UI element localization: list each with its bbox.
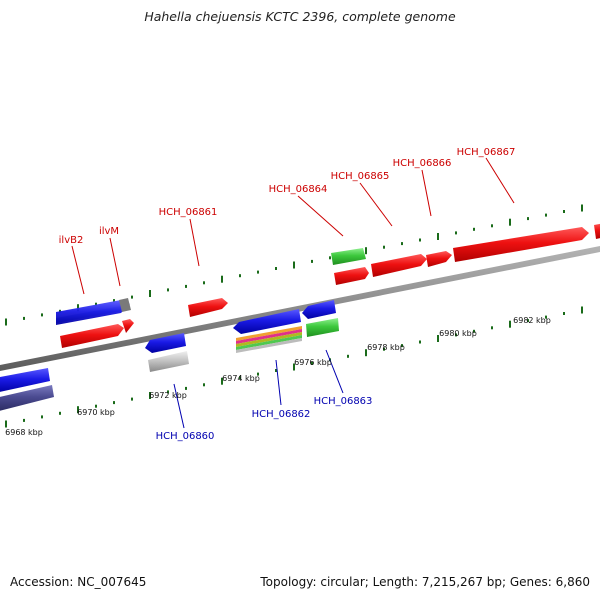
leader-line-HCH-06864 [297, 195, 344, 237]
gene-HCH-06862-arrow[interactable] [233, 309, 301, 334]
leader-line-HCH-06860 [173, 383, 185, 429]
gene-label-HCH-06864[interactable]: HCH_06864 [269, 184, 328, 195]
leader-line-HCH-06866 [421, 169, 432, 217]
gene-label-HCH-06860[interactable]: HCH_06860 [156, 431, 215, 442]
scale-label-6970-kbp: 6970 kbp [77, 408, 115, 417]
leader-line-ilvM [109, 237, 121, 287]
genome-backbone [0, 245, 600, 372]
gene-HCH-06862-rna-stack-grey[interactable] [236, 338, 302, 353]
accession-text: Accession: NC_007645 [10, 575, 147, 589]
gene-HCH-06862-rna-stack-orange[interactable] [236, 326, 302, 341]
scale-label-6974-kbp: 6974 kbp [222, 374, 260, 383]
gene-label-HCH-06865[interactable]: HCH_06865 [331, 171, 390, 182]
genome-summary-text: Topology: circular; Length: 7,215,267 bp… [260, 575, 590, 589]
gene-HCH-06863-green[interactable] [306, 318, 339, 337]
gene-ilvB2-grey-tail [119, 298, 131, 312]
gene-label-HCH-06863[interactable]: HCH_06863 [314, 396, 373, 407]
leader-line-ilvB2 [71, 245, 85, 295]
map-title: Hahella chejuensis KCTC 2396, complete g… [144, 9, 456, 24]
gene-label-ilvB2[interactable]: ilvB2 [59, 235, 84, 246]
gene-label-HCH-06866[interactable]: HCH_06866 [393, 158, 452, 169]
gene-HCH-06861-arrow[interactable] [188, 298, 228, 317]
gene-label-ilvM[interactable]: ilvM [99, 226, 119, 237]
gene-ilvM-arrow[interactable] [122, 319, 134, 333]
gene-ilvB2-arrow[interactable] [56, 300, 130, 325]
gene-forward-red-1[interactable] [60, 324, 124, 348]
gene-label-HCH-06861[interactable]: HCH_06861 [159, 207, 218, 218]
scale-label-6982-kbp: 6982 kbp [513, 316, 551, 325]
gene-label-HCH-06862[interactable]: HCH_06862 [252, 409, 311, 420]
gene-label-HCH-06867[interactable]: HCH_06867 [457, 147, 516, 158]
scale-label-6972-kbp: 6972 kbp [149, 391, 187, 400]
gene-HCH-06862-rna-stack-green[interactable] [236, 335, 302, 350]
gene-HCH-06864-green[interactable] [331, 248, 366, 265]
leader-line-HCH-06863 [325, 349, 344, 394]
gene-HCH-06862-rna-stack-pink[interactable] [236, 329, 302, 344]
scale-label-6980-kbp: 6980 kbp [439, 329, 477, 338]
scale-label-6976-kbp: 6976 kbp [294, 358, 332, 367]
gene-HCH-06862-rna-stack-olive[interactable] [236, 332, 302, 347]
gene-HCH-06866-arrow[interactable] [426, 251, 452, 267]
gene-HCH-06864-red[interactable] [334, 267, 369, 285]
gene-forward-red-edge[interactable] [594, 223, 600, 239]
gene-HCH-06860-grey[interactable] [148, 351, 189, 372]
leader-line-HCH-06861 [189, 218, 200, 267]
gene-HCH-06867-arrow[interactable] [453, 227, 589, 262]
leader-line-HCH-06867 [485, 157, 515, 204]
gene-HCH-06860-arrow[interactable] [145, 333, 186, 353]
gene-HCH-06863-arrow[interactable] [302, 300, 336, 319]
scale-label-6978-kbp: 6978 kbp [367, 343, 405, 352]
leader-line-HCH-06862 [275, 359, 282, 406]
reverse-strand-tick-row [5, 306, 583, 428]
scale-label-6968-kbp: 6968 kbp [5, 428, 43, 437]
gene-HCH-06865-arrow[interactable] [371, 254, 427, 277]
leader-line-HCH-06865 [359, 182, 393, 227]
gene-reverse-blue-left[interactable] [0, 368, 50, 393]
gene-reverse-navy-left[interactable] [0, 385, 54, 412]
